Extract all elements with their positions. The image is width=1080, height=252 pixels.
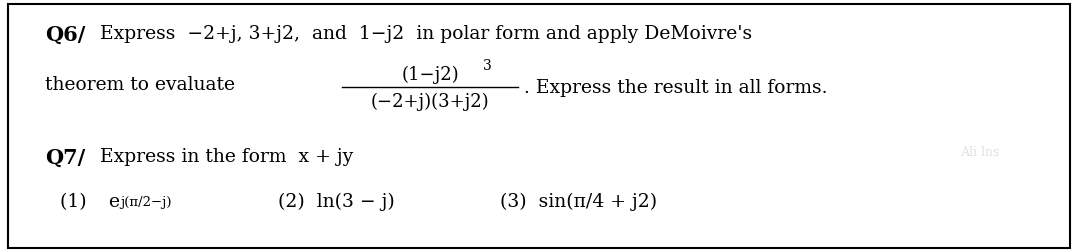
Text: e: e [108,192,119,210]
Text: j(π/2−j): j(π/2−j) [120,195,172,208]
Text: (3)  sin(π/4 + j2): (3) sin(π/4 + j2) [500,192,657,210]
Text: (1−j2): (1−j2) [401,66,459,84]
Text: Express  −2+j, 3+j2,  and  1−j2  in polar form and apply DeMoivre's: Express −2+j, 3+j2, and 1−j2 in polar fo… [100,25,752,43]
Text: . Express the result in all forms.: . Express the result in all forms. [524,79,827,97]
Text: 3: 3 [483,59,491,73]
Text: Express in the form  x + jy: Express in the form x + jy [100,147,353,165]
Text: theorem to evaluate: theorem to evaluate [45,76,235,94]
Text: Q6/: Q6/ [45,25,85,45]
Text: (1): (1) [60,192,98,210]
Text: (2)  ln(3 − j): (2) ln(3 − j) [278,192,395,210]
Text: (−2+j)(3+j2): (−2+j)(3+j2) [370,93,489,111]
Text: Q7/: Q7/ [45,147,85,167]
Text: Ali lns: Ali lns [960,145,999,158]
